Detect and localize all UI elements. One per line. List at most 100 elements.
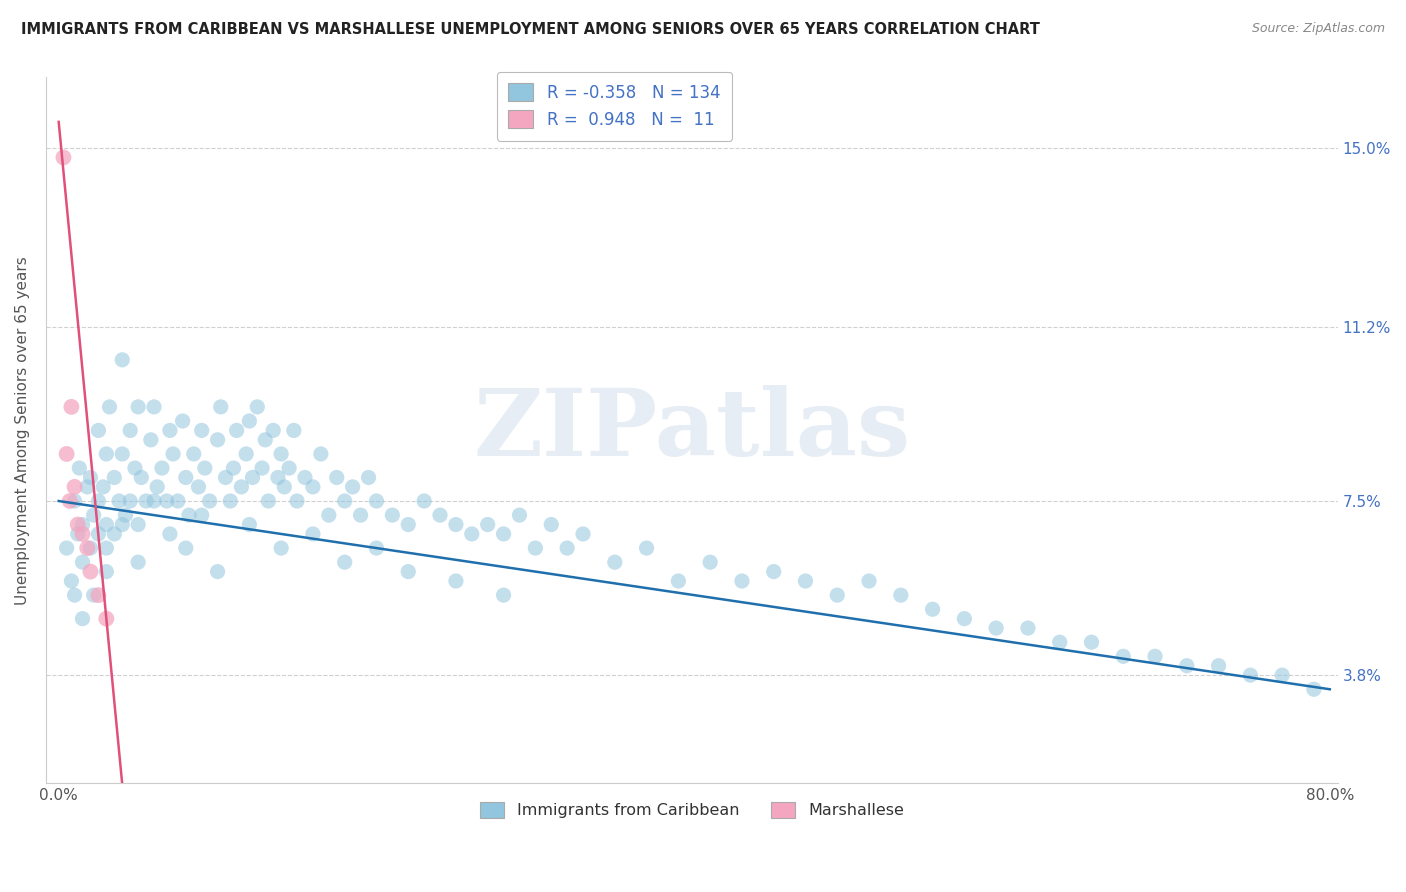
Point <box>273 480 295 494</box>
Point <box>209 400 232 414</box>
Point <box>146 480 169 494</box>
Point <box>63 480 86 494</box>
Point <box>825 588 848 602</box>
Point <box>413 494 436 508</box>
Point <box>87 588 110 602</box>
Point <box>231 480 253 494</box>
Point <box>96 517 118 532</box>
Point <box>603 555 626 569</box>
Point <box>87 527 110 541</box>
Point <box>1239 668 1261 682</box>
Point <box>83 508 105 522</box>
Point <box>270 447 292 461</box>
Point <box>60 400 83 414</box>
Point <box>156 494 179 508</box>
Point <box>111 447 134 461</box>
Point <box>366 494 388 508</box>
Point <box>127 400 149 414</box>
Point <box>342 480 364 494</box>
Point <box>492 588 515 602</box>
Point <box>214 470 236 484</box>
Point <box>159 424 181 438</box>
Point <box>174 541 197 555</box>
Point <box>366 541 388 555</box>
Point <box>55 447 77 461</box>
Point <box>72 612 94 626</box>
Point <box>1271 668 1294 682</box>
Point <box>278 461 301 475</box>
Point <box>890 588 912 602</box>
Point <box>174 470 197 484</box>
Point <box>225 424 247 438</box>
Point <box>444 574 467 588</box>
Point <box>207 565 229 579</box>
Point <box>731 574 754 588</box>
Point <box>79 470 101 484</box>
Point <box>219 494 242 508</box>
Point <box>143 494 166 508</box>
Point <box>111 352 134 367</box>
Point <box>66 517 89 532</box>
Point <box>318 508 340 522</box>
Point <box>984 621 1007 635</box>
Point <box>572 527 595 541</box>
Point <box>508 508 530 522</box>
Point <box>76 480 98 494</box>
Legend: Immigrants from Caribbean, Marshallese: Immigrants from Caribbean, Marshallese <box>474 796 910 825</box>
Point <box>166 494 188 508</box>
Point <box>143 400 166 414</box>
Point <box>246 400 269 414</box>
Point <box>461 527 484 541</box>
Point <box>381 508 404 522</box>
Point <box>1303 682 1326 697</box>
Point <box>283 424 305 438</box>
Point <box>67 461 90 475</box>
Point <box>794 574 817 588</box>
Point <box>103 470 125 484</box>
Point <box>333 494 356 508</box>
Point <box>524 541 547 555</box>
Point <box>1175 658 1198 673</box>
Point <box>159 527 181 541</box>
Point <box>139 433 162 447</box>
Point <box>72 517 94 532</box>
Point <box>1208 658 1230 673</box>
Point <box>555 541 578 555</box>
Point <box>270 541 292 555</box>
Point <box>357 470 380 484</box>
Point <box>699 555 721 569</box>
Point <box>187 480 209 494</box>
Point <box>285 494 308 508</box>
Y-axis label: Unemployment Among Seniors over 65 years: Unemployment Among Seniors over 65 years <box>15 256 30 605</box>
Point <box>858 574 880 588</box>
Point <box>96 541 118 555</box>
Point <box>60 574 83 588</box>
Point <box>120 424 142 438</box>
Point <box>103 527 125 541</box>
Point <box>87 424 110 438</box>
Point <box>87 494 110 508</box>
Point <box>120 494 142 508</box>
Point <box>79 565 101 579</box>
Point <box>76 541 98 555</box>
Point <box>98 400 121 414</box>
Point <box>72 527 94 541</box>
Point <box>198 494 221 508</box>
Point <box>540 517 562 532</box>
Point <box>55 541 77 555</box>
Text: Source: ZipAtlas.com: Source: ZipAtlas.com <box>1251 22 1385 36</box>
Point <box>127 555 149 569</box>
Point <box>235 447 257 461</box>
Point <box>921 602 943 616</box>
Point <box>135 494 157 508</box>
Point <box>262 424 284 438</box>
Point <box>111 517 134 532</box>
Point <box>238 517 260 532</box>
Point <box>254 433 277 447</box>
Point <box>636 541 658 555</box>
Point <box>1112 649 1135 664</box>
Point <box>131 470 153 484</box>
Point <box>114 508 136 522</box>
Point <box>444 517 467 532</box>
Point <box>190 424 212 438</box>
